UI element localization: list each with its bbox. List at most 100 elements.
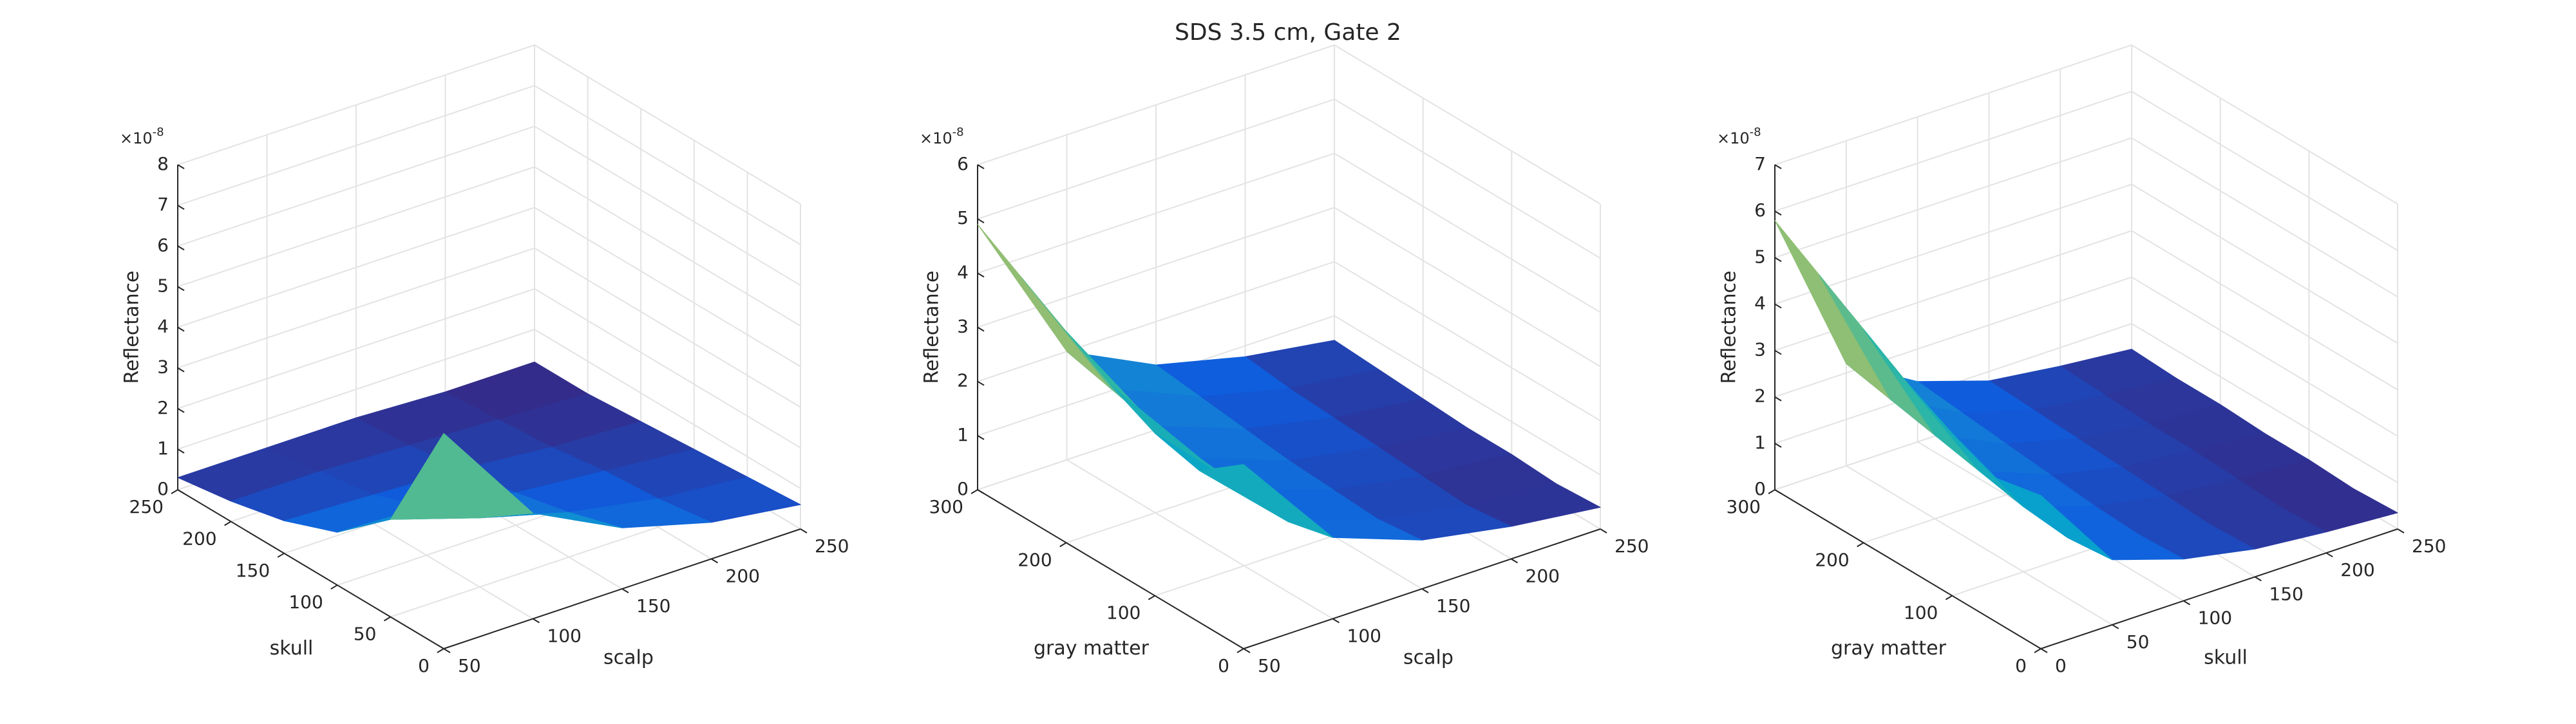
- grid-line: [177, 125, 801, 286]
- grid-line: [977, 261, 1601, 422]
- surface-chart: 5010015020025001002003000123456scalpgray…: [920, 44, 1649, 676]
- y-axis: [977, 489, 1244, 649]
- z-tick: [1774, 210, 1782, 216]
- z-multiplier-exponent: -8: [1750, 125, 1761, 139]
- z-tick: [177, 205, 185, 210]
- z-tick: [977, 434, 985, 440]
- x-axis-label: scalp: [1403, 647, 1454, 669]
- z-tick-label: 3: [157, 357, 169, 378]
- y-tick-label: 0: [418, 655, 430, 676]
- z-tick-label: 3: [957, 316, 969, 337]
- x-tick-label: 50: [1258, 655, 1281, 676]
- y-tick-label: 300: [1727, 496, 1761, 517]
- z-tick: [977, 164, 985, 169]
- x-tick: [800, 528, 808, 534]
- z-tick-label: 6: [157, 234, 169, 255]
- y-tick-label: 250: [129, 496, 164, 517]
- z-multiplier: ×10-8: [920, 125, 964, 147]
- grid-line: [177, 44, 801, 205]
- z-tick: [177, 449, 185, 454]
- x-tick-label: 200: [726, 566, 760, 587]
- z-tick-label: 7: [1754, 153, 1766, 174]
- x-tick-label: 150: [1436, 595, 1470, 617]
- z-tick-label: 4: [957, 261, 969, 283]
- grid-line: [1774, 183, 2398, 344]
- y-tick-label: 100: [289, 591, 323, 613]
- z-tick-label: 4: [1754, 292, 1766, 313]
- z-tick-label: 1: [957, 424, 969, 445]
- z-tick-label: 1: [1754, 432, 1766, 453]
- z-tick-label: 6: [957, 153, 969, 174]
- x-axis-label: scalp: [603, 647, 654, 669]
- grid-line: [1774, 322, 2398, 483]
- grid-line: [1774, 230, 2398, 391]
- grid-line: [177, 85, 801, 245]
- y-tick: [1857, 542, 1864, 548]
- y-tick: [437, 648, 444, 653]
- z-tick: [977, 326, 985, 332]
- z-tick: [177, 245, 185, 251]
- grid-line: [977, 153, 1601, 313]
- x-tick-label: 100: [2198, 608, 2232, 629]
- y-tick: [224, 521, 232, 526]
- x-tick: [1510, 558, 1519, 564]
- y-axis: [1774, 489, 2041, 649]
- x-axis: [2040, 528, 2398, 649]
- z-multiplier-base: ×10: [120, 129, 153, 147]
- y-tick-label: 100: [1904, 602, 1938, 624]
- y-tick-label: 50: [354, 624, 377, 645]
- grid-line: [1774, 137, 2398, 298]
- z-multiplier: ×10-8: [120, 125, 164, 147]
- z-tick: [977, 489, 985, 494]
- x-tick: [443, 648, 451, 653]
- surface-face: [390, 432, 533, 520]
- x-tick-label: 200: [1526, 566, 1560, 587]
- x-tick-label: 50: [2126, 631, 2150, 653]
- grid-line: [177, 247, 801, 408]
- z-tick: [977, 380, 985, 386]
- y-tick: [277, 552, 285, 558]
- x-tick-label: 100: [1347, 626, 1381, 647]
- z-tick-label: 5: [1754, 246, 1766, 267]
- x-tick: [1332, 618, 1340, 624]
- z-tick-label: 0: [157, 478, 169, 499]
- z-tick-label: 5: [957, 207, 969, 228]
- z-tick-label: 2: [157, 397, 169, 418]
- y-tick-label: 0: [1218, 655, 1229, 676]
- z-multiplier-exponent: -8: [153, 125, 164, 139]
- y-tick-label: 200: [1815, 549, 1849, 570]
- z-axis-label: Reflectance: [921, 271, 943, 384]
- z-tick-label: 6: [1754, 200, 1766, 221]
- z-tick-label: 2: [957, 370, 969, 391]
- x-tick-label: 100: [547, 626, 582, 647]
- z-multiplier: ×10-8: [1717, 125, 1761, 147]
- z-tick-label: 8: [157, 153, 169, 174]
- z-multiplier-exponent: -8: [952, 125, 964, 139]
- y-tick: [1945, 595, 1953, 600]
- x-tick-label: 150: [2269, 583, 2303, 604]
- x-tick: [621, 588, 629, 593]
- x-tick: [1243, 648, 1251, 653]
- z-tick-label: 0: [1754, 478, 1766, 499]
- surface-chart: 050100150200250010020030001234567skullgr…: [1717, 44, 2446, 676]
- x-tick-label: 0: [2055, 655, 2067, 676]
- y-tick: [330, 584, 338, 590]
- grid-line: [977, 207, 1601, 367]
- y-tick: [2034, 648, 2041, 653]
- z-multiplier-base: ×10: [920, 129, 952, 147]
- y-tick: [1236, 648, 1244, 653]
- x-tick: [2254, 576, 2262, 582]
- y-tick-label: 100: [1106, 602, 1141, 624]
- z-tick-label: 4: [157, 316, 169, 337]
- z-tick: [1774, 164, 1782, 169]
- surface-face: [1996, 478, 2113, 561]
- grid-line: [177, 207, 801, 367]
- grid-line: [177, 328, 801, 489]
- x-tick-label: 250: [815, 535, 849, 557]
- y-tick: [1059, 542, 1067, 548]
- x-tick: [2112, 624, 2119, 629]
- y-tick: [1148, 595, 1155, 600]
- y-tick: [171, 489, 178, 494]
- y-tick-label: 0: [2015, 655, 2027, 676]
